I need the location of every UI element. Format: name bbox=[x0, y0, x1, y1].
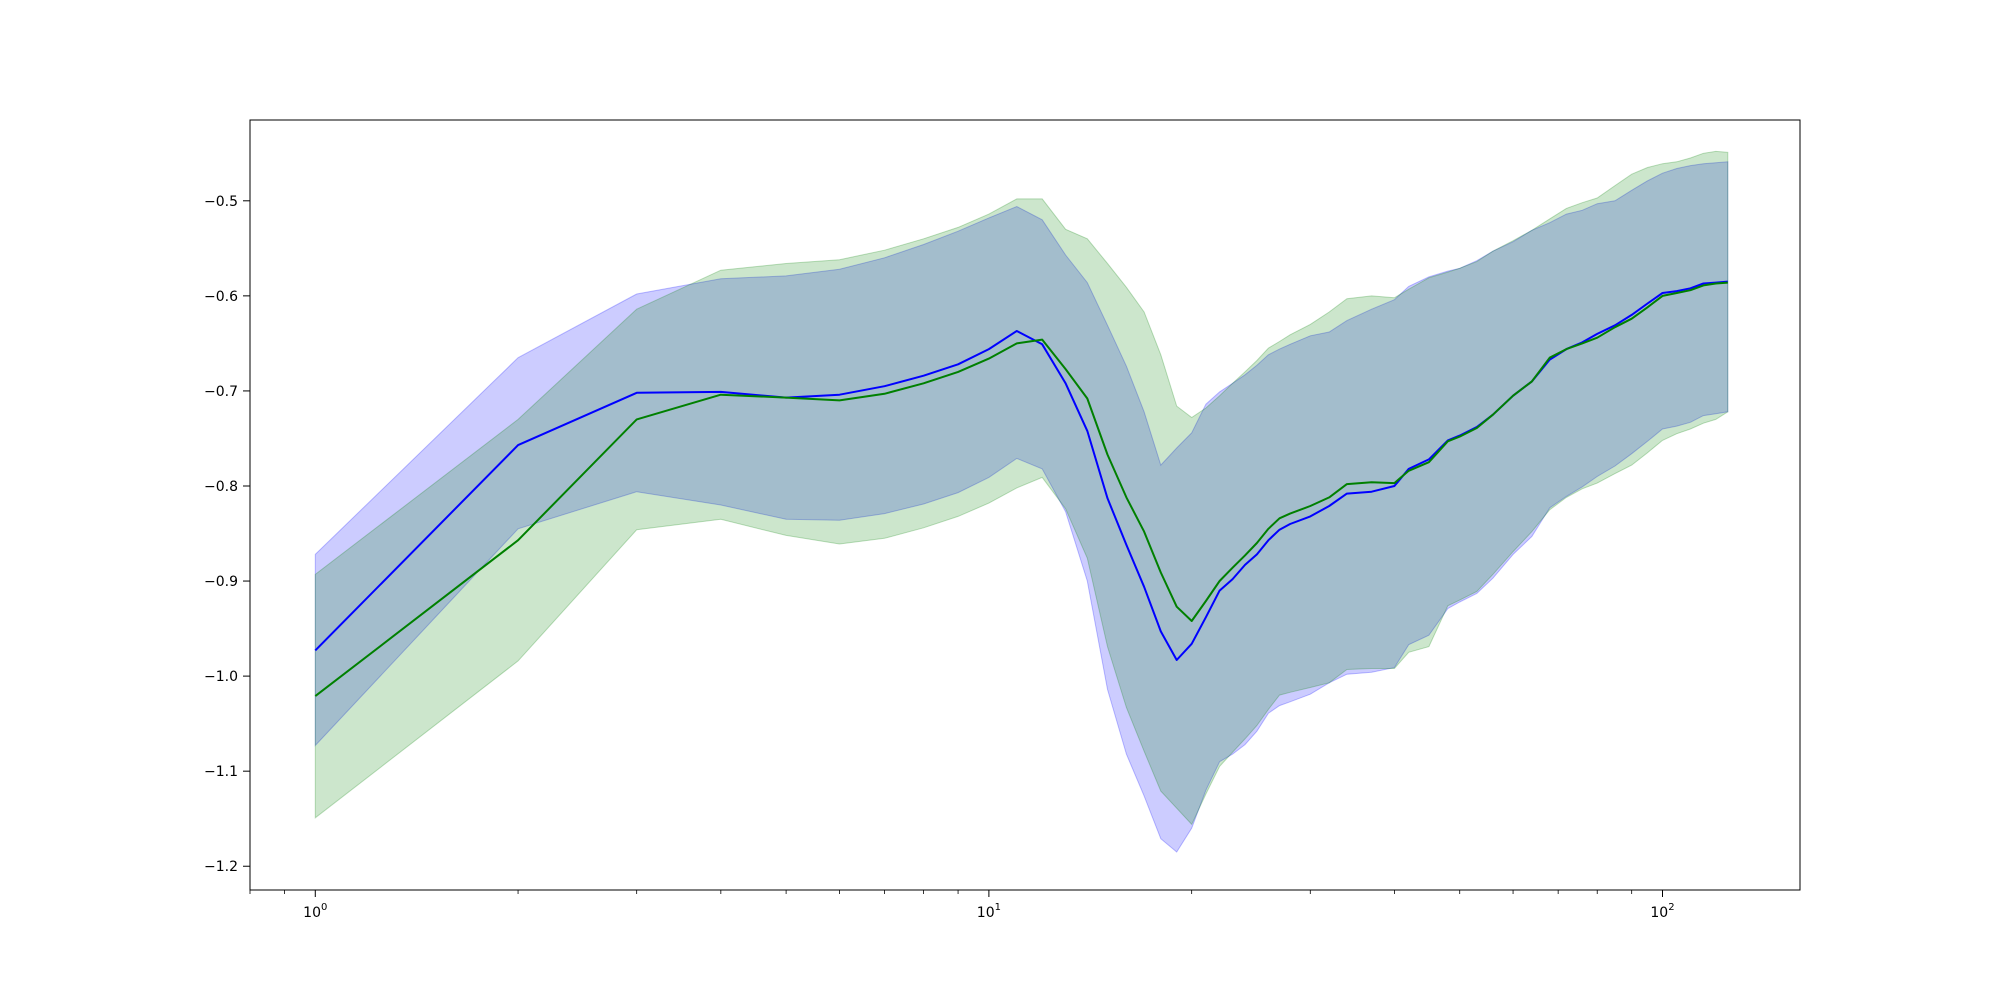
plot-frame bbox=[249, 119, 1801, 891]
series-1-band bbox=[314, 161, 1729, 853]
confidence-bands bbox=[314, 150, 1729, 853]
series-lines bbox=[314, 280, 1728, 697]
series-1-line bbox=[314, 280, 1728, 661]
y-tick-label: −0.5 bbox=[204, 194, 238, 210]
y-axis: −0.5 −0.6 −0.7 −0.8 −0.9 −1.0 −1.1 −1.2 bbox=[204, 194, 250, 875]
y-tick-label: −0.8 bbox=[204, 479, 238, 495]
y-tick-label: −1.0 bbox=[204, 669, 238, 685]
series-2-line bbox=[314, 281, 1728, 697]
x-tick-label: 101 bbox=[977, 902, 1001, 921]
x-axis: 100 101 102 bbox=[249, 890, 1675, 921]
y-tick-label: −0.6 bbox=[204, 289, 238, 305]
x-tick-label: 102 bbox=[1650, 902, 1674, 921]
y-tick-label: −0.7 bbox=[204, 384, 238, 400]
series-2-band bbox=[314, 150, 1729, 826]
x-tick-label: 100 bbox=[303, 902, 327, 921]
y-tick-label: −1.1 bbox=[204, 764, 238, 780]
y-tick-label: −1.2 bbox=[204, 859, 238, 875]
y-tick-label: −0.9 bbox=[204, 574, 238, 590]
